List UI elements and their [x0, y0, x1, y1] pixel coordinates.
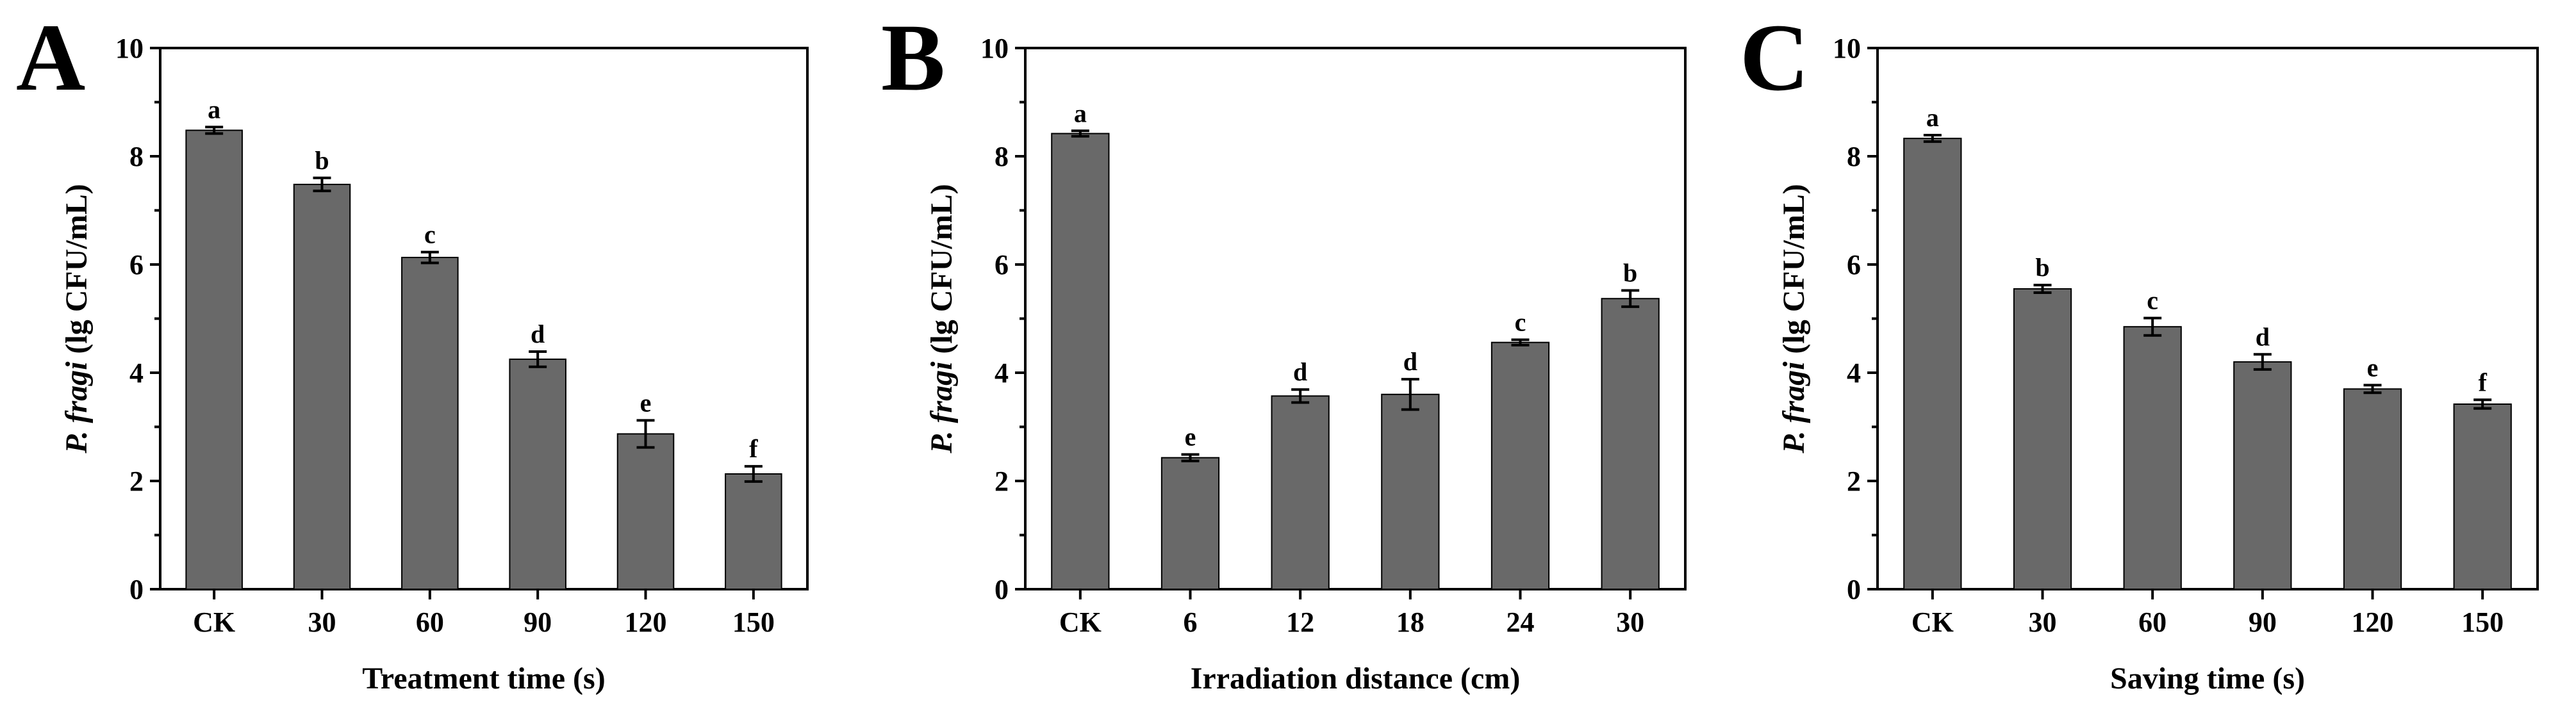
- y-axis-title: P. fragi (lg CFU/mL): [60, 184, 94, 453]
- bar: [1490, 341, 1550, 590]
- significance-label: b: [315, 146, 329, 175]
- x-tick-label: 30: [1616, 606, 1644, 638]
- bar: [185, 129, 243, 590]
- plot-frame: [159, 47, 809, 590]
- y-axis-title-species: P. fragi: [1777, 361, 1811, 454]
- y-tick-label: 8: [1847, 141, 1861, 172]
- y-tick-label: 0: [995, 574, 1009, 605]
- significance-label: f: [749, 434, 758, 463]
- y-tick-label: 4: [995, 357, 1009, 389]
- significance-label: e: [1185, 423, 1196, 452]
- y-axis-title-units: (lg CFU/mL): [60, 184, 94, 361]
- x-tick-label: 60: [416, 606, 444, 638]
- plot-frame: [1024, 47, 1687, 590]
- significance-label: d: [1293, 357, 1307, 386]
- y-tick-label: 0: [1847, 574, 1861, 605]
- bar: [1601, 298, 1660, 590]
- y-axis-title: P. fragi (lg CFU/mL): [1777, 184, 1811, 453]
- bar: [401, 257, 459, 590]
- bar: [2123, 326, 2182, 590]
- x-tick-label: CK: [1911, 606, 1954, 638]
- bar: [509, 358, 566, 590]
- significance-label: e: [2367, 353, 2379, 382]
- bar: [2233, 361, 2292, 590]
- panel-letter: A: [16, 4, 85, 111]
- x-tick-label: CK: [193, 606, 235, 638]
- bar: [725, 473, 782, 590]
- significance-label: a: [1926, 103, 1939, 132]
- significance-label: d: [2256, 322, 2270, 351]
- x-tick-label: 12: [1286, 606, 1314, 638]
- x-tick-label: 90: [524, 606, 552, 638]
- significance-label: a: [1074, 99, 1087, 127]
- y-tick-label: 10: [115, 33, 144, 64]
- x-tick-label: 24: [1507, 606, 1535, 638]
- x-tick-label: 120: [625, 606, 667, 638]
- x-tick-label: 30: [308, 606, 336, 638]
- x-tick-label: 60: [2138, 606, 2167, 638]
- x-tick-label: CK: [1059, 606, 1102, 638]
- x-tick-label: 30: [2029, 606, 2057, 638]
- bar: [2343, 388, 2402, 590]
- panel-letter: B: [881, 4, 945, 111]
- bar: [2013, 288, 2072, 590]
- y-tick-label: 2: [129, 466, 144, 497]
- x-tick-label: 6: [1184, 606, 1198, 638]
- significance-label: c: [2147, 286, 2158, 315]
- significance-label: a: [208, 95, 220, 124]
- x-axis-title: Treatment time (s): [362, 662, 605, 696]
- significance-label: c: [424, 220, 436, 249]
- bar: [1271, 395, 1330, 590]
- significance-label: d: [1403, 347, 1417, 376]
- y-tick-label: 6: [129, 249, 144, 281]
- bar: [2453, 403, 2512, 590]
- bar: [1160, 457, 1220, 590]
- y-tick-label: 8: [995, 141, 1009, 172]
- y-tick-label: 2: [995, 466, 1009, 497]
- x-tick-label: 120: [2352, 606, 2394, 638]
- x-tick-label: 90: [2249, 606, 2277, 638]
- bar: [1903, 138, 1962, 590]
- bar: [1051, 133, 1110, 590]
- panel-letter: C: [1740, 4, 1809, 111]
- significance-label: b: [2035, 253, 2049, 282]
- significance-label: e: [640, 388, 652, 417]
- significance-label: c: [1515, 307, 1526, 336]
- y-axis-title-units: (lg CFU/mL): [925, 184, 959, 361]
- y-tick-label: 2: [1847, 466, 1861, 497]
- significance-label: b: [1623, 259, 1637, 288]
- y-tick-label: 4: [1847, 357, 1861, 389]
- y-axis-title-species: P. fragi: [60, 361, 94, 454]
- significance-label: f: [2479, 368, 2488, 396]
- bar: [293, 183, 351, 590]
- x-tick-label: 150: [732, 606, 775, 638]
- y-tick-label: 10: [1833, 33, 1861, 64]
- plot-frame: [1876, 47, 2539, 590]
- significance-label: d: [531, 320, 545, 348]
- panel-a: A 0 2 4 6 8 10 a CK b 30 c 60 d 90 e 120 f 150 Treatment ti…: [16, 4, 809, 696]
- y-tick-label: 6: [995, 249, 1009, 281]
- x-axis-title: Saving time (s): [2110, 662, 2305, 696]
- y-tick-label: 8: [129, 141, 144, 172]
- y-tick-label: 6: [1847, 249, 1861, 281]
- y-tick-label: 4: [129, 357, 144, 389]
- y-axis-title-species: P. fragi: [925, 361, 959, 454]
- x-tick-label: 150: [2461, 606, 2504, 638]
- bar: [1381, 393, 1440, 590]
- y-axis-title: P. fragi (lg CFU/mL): [925, 184, 959, 453]
- y-axis-title-units: (lg CFU/mL): [1777, 184, 1811, 361]
- x-tick-label: 18: [1396, 606, 1424, 638]
- y-tick-label: 10: [980, 33, 1009, 64]
- panel-c: C 0 2 4 6 8 10 a CK b 30 c 60 d 90 e 120 f 150 Saving time …: [1740, 4, 2539, 696]
- bar: [616, 433, 675, 590]
- x-axis-title: Irradiation distance (cm): [1191, 662, 1521, 696]
- y-tick-label: 0: [129, 574, 144, 605]
